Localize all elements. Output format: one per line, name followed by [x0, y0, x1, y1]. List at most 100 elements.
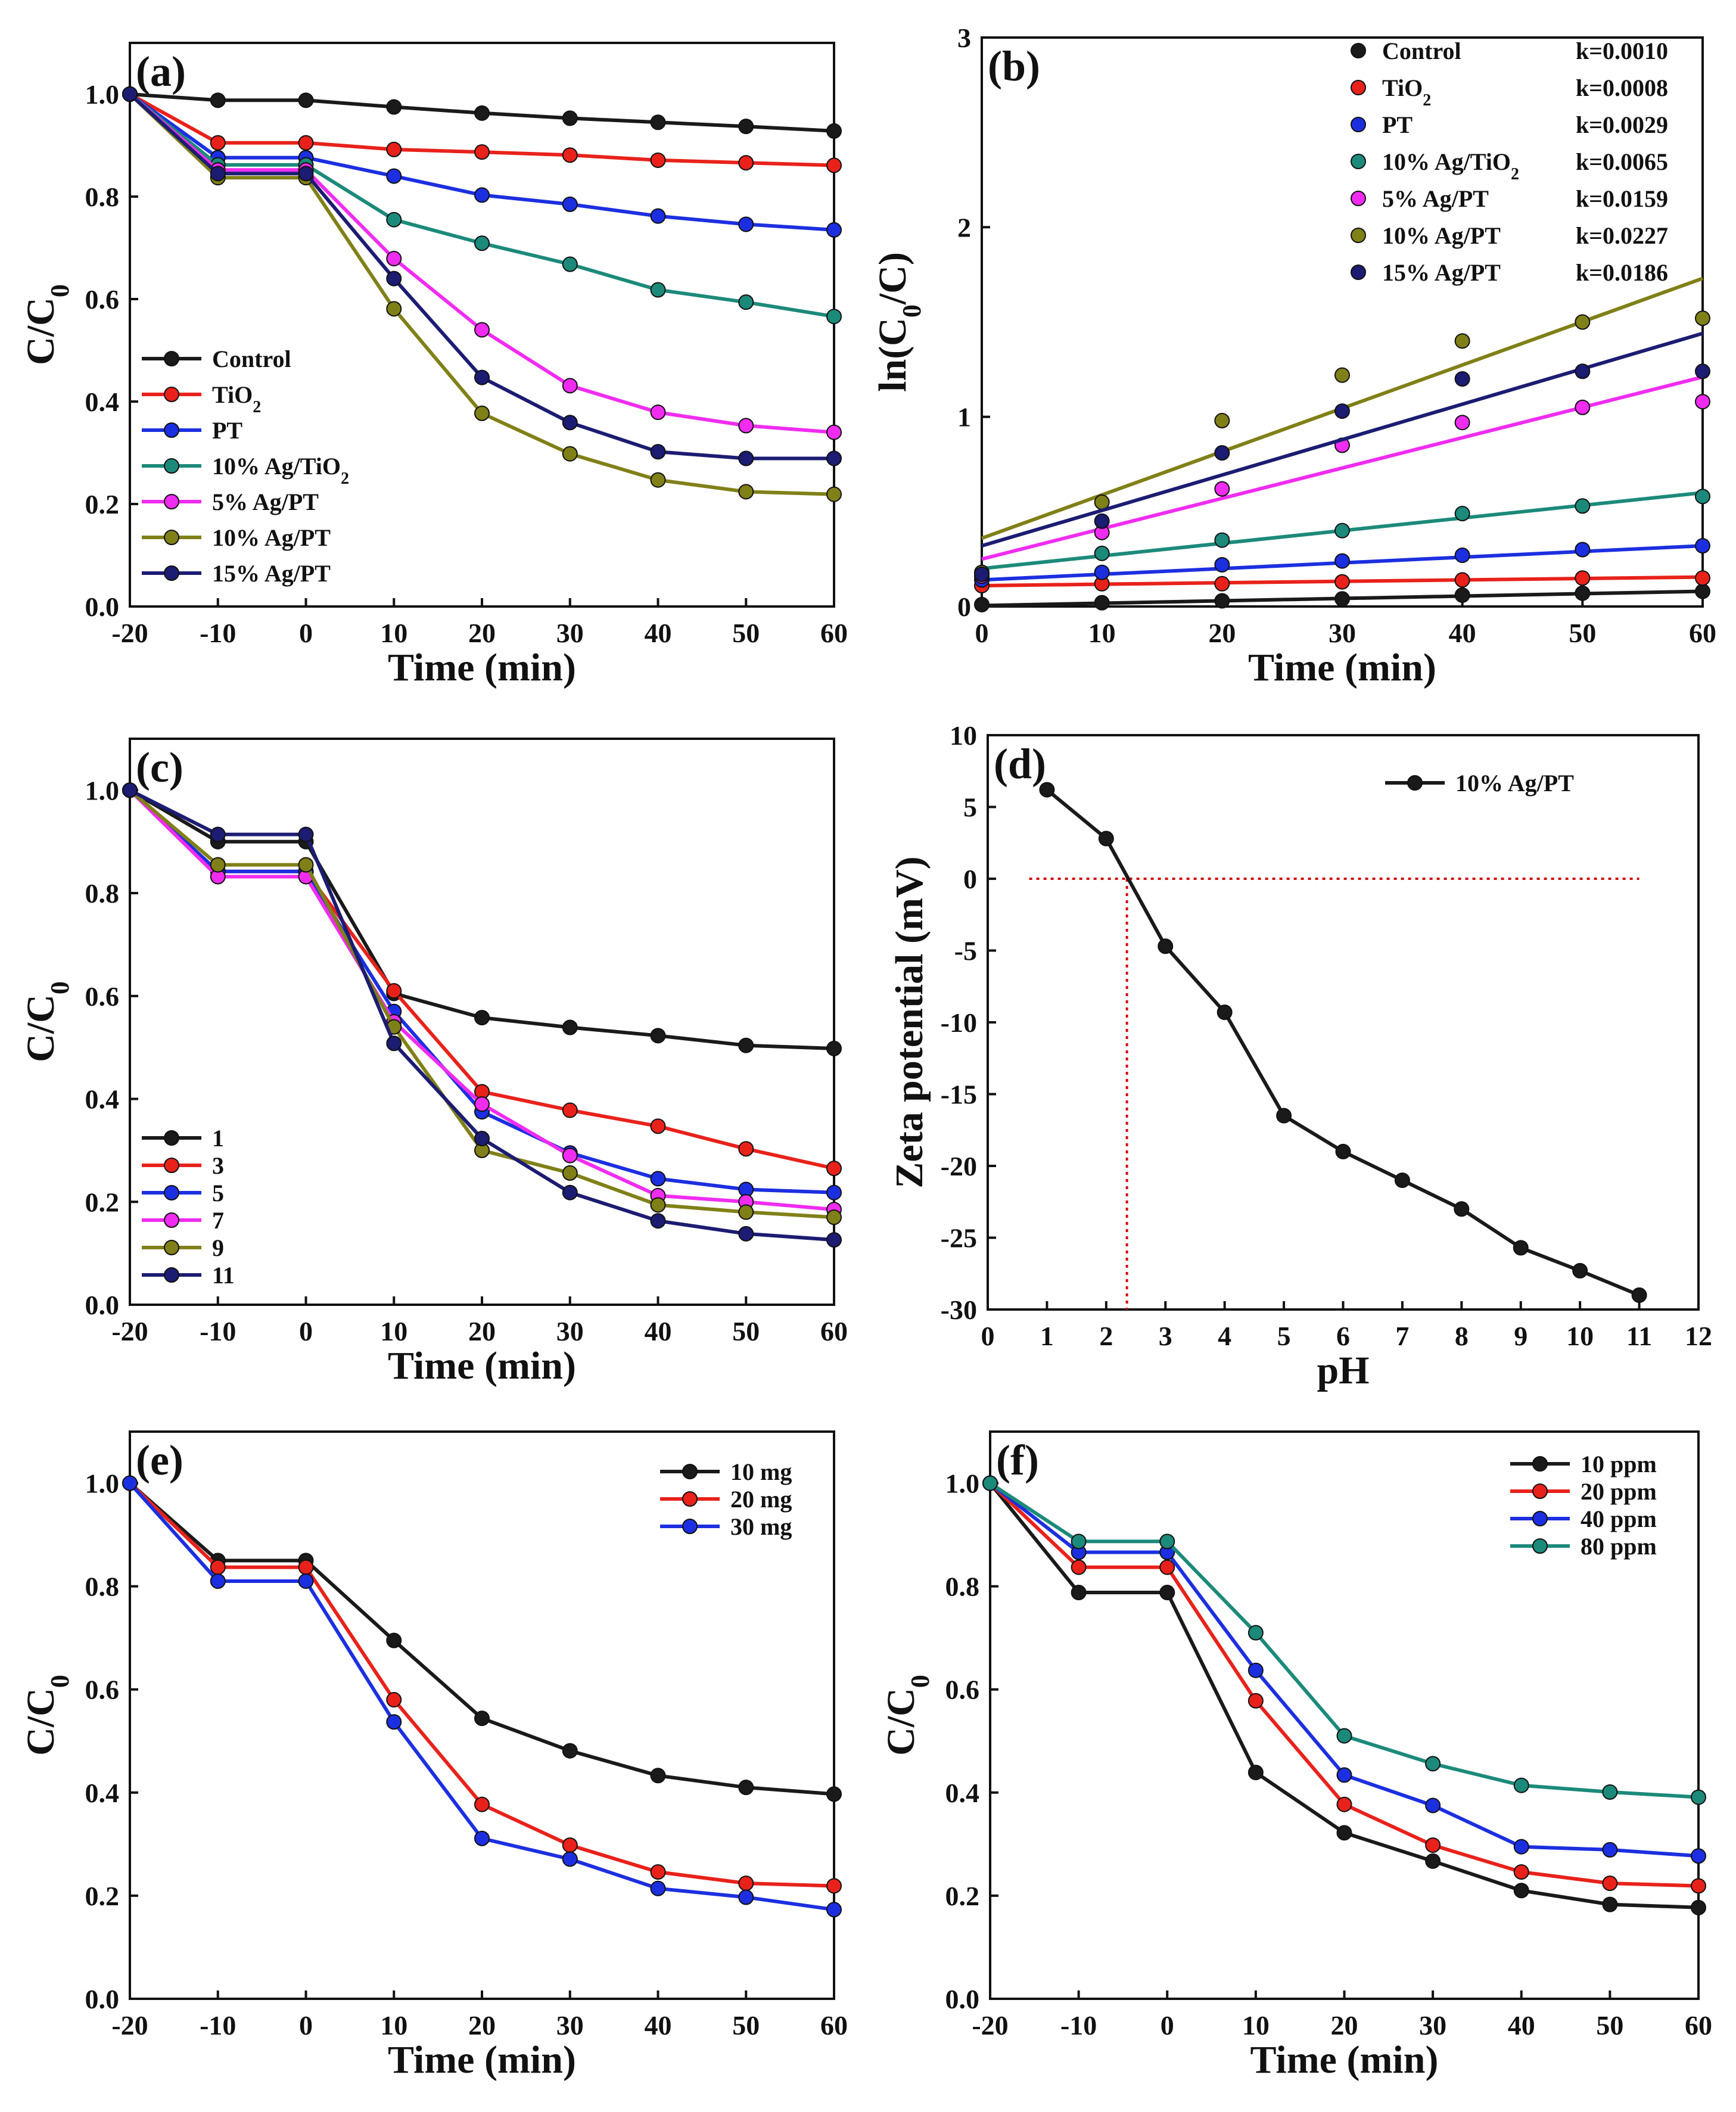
y-tick-label: 1.0	[945, 1469, 980, 1499]
data-point	[122, 782, 138, 798]
legend-label: PT	[212, 417, 242, 444]
data-point	[210, 166, 226, 182]
data-point	[1513, 1777, 1529, 1793]
data-point	[474, 1830, 490, 1846]
y-tick-label: 0.8	[85, 182, 120, 212]
x-axis-title: Time (min)	[1248, 646, 1436, 689]
data-point	[562, 1743, 578, 1759]
data-point	[474, 369, 490, 385]
legend-marker	[164, 387, 179, 402]
x-tick-label: -20	[111, 2010, 148, 2041]
series-1	[982, 1475, 1706, 1894]
panel-label: (d)	[994, 740, 1046, 788]
x-tick-label: 10	[1566, 1321, 1594, 1351]
legend-marker	[1532, 1483, 1548, 1499]
y-tick-label: 0.0	[85, 592, 120, 622]
x-tick-label: 50	[1569, 618, 1596, 648]
y-tick-label: 3	[957, 23, 971, 53]
data-point	[650, 152, 666, 168]
chart-panel-f: -20 -10 0 10 20 30 40 50 60 0.0 0.2 0.4 0.6 0.8 1.0 Tim…	[879, 1430, 1712, 2082]
legend-marker	[1351, 80, 1366, 95]
x-tick-label: 60	[820, 1316, 848, 1346]
x-tick-label: 50	[1596, 2010, 1623, 2041]
data-point	[1094, 595, 1110, 611]
y-tick-label: 0	[963, 864, 977, 894]
data-point	[1247, 1693, 1264, 1709]
x-tick-label: 20	[1331, 2010, 1358, 2041]
series-3	[974, 489, 1710, 584]
data-point	[386, 1692, 402, 1708]
y-tick-label: -30	[941, 1295, 977, 1325]
legend-rate-constant: k=0.0010	[1576, 38, 1668, 64]
y-axis-title: C/C0	[879, 1675, 935, 1756]
data-point	[826, 1161, 842, 1177]
data-point	[386, 211, 402, 228]
x-tick-label: 30	[556, 618, 584, 648]
data-point	[650, 405, 666, 421]
x-tick-label: 60	[820, 2010, 848, 2041]
legend-rate-constant: k=0.0186	[1576, 259, 1668, 286]
data-point	[1214, 481, 1230, 497]
data-point	[386, 99, 402, 115]
x-tick-label: 0	[975, 618, 989, 648]
data-point	[1039, 782, 1055, 798]
y-tick-label: 1.0	[85, 775, 120, 805]
data-point	[474, 1096, 490, 1112]
data-point	[738, 1780, 754, 1796]
x-tick-label: 10	[380, 618, 407, 648]
panel-label: (e)	[136, 1436, 183, 1484]
y-tick-label: 0.0	[85, 1290, 120, 1320]
y-tick-label: 0.6	[945, 1675, 980, 1705]
data-point	[562, 1837, 578, 1853]
data-point	[1159, 1534, 1175, 1550]
data-point	[1158, 938, 1174, 954]
data-point	[122, 1475, 138, 1491]
data-point	[650, 1118, 666, 1134]
data-point	[1336, 1728, 1352, 1744]
y-tick-label: 0.2	[85, 1881, 120, 1911]
legend-label: 7	[212, 1207, 224, 1234]
data-point	[650, 1864, 666, 1880]
x-tick-label: 60	[1685, 2010, 1712, 2041]
data-point	[1425, 1756, 1441, 1772]
data-point	[1098, 831, 1114, 847]
data-point	[1454, 415, 1470, 431]
legend-label: 10% Ag/TiO2​	[1382, 148, 1519, 183]
legend-marker	[1532, 1456, 1548, 1472]
x-tick-label: 30	[1329, 618, 1356, 648]
data-point	[1094, 545, 1110, 561]
y-tick-label: 0.4	[945, 1778, 980, 1808]
y-tick-label: 0.2	[85, 489, 120, 520]
legend-marker	[1351, 265, 1366, 280]
legend-label: 15% Ag/PT	[1382, 259, 1501, 286]
legend-rate-constant: k=0.0227	[1576, 222, 1668, 249]
data-point	[474, 1710, 490, 1727]
x-tick-label: 40	[645, 618, 672, 648]
data-point	[298, 1573, 314, 1589]
data-point	[738, 450, 754, 466]
data-point	[1214, 532, 1230, 548]
x-tick-label: 60	[1689, 618, 1716, 648]
legend-marker	[164, 1130, 179, 1146]
legend-label: 10% Ag/TiO2​	[212, 453, 349, 488]
data-point	[1454, 572, 1470, 588]
legend: 10% Ag/PT	[1385, 770, 1574, 797]
data-point	[562, 1019, 578, 1035]
y-tick-label: 0.4	[85, 1084, 120, 1115]
data-point	[1513, 1864, 1529, 1880]
y-axis-title: C/C0	[19, 981, 74, 1062]
legend-label: 10 mg	[730, 1458, 792, 1485]
x-tick-label: 20	[468, 1316, 496, 1346]
x-tick-label: 30	[556, 2010, 584, 2041]
y-axis-title: ln(C0/C)	[871, 252, 926, 392]
data-point	[386, 168, 402, 184]
panel-label: (f)	[996, 1436, 1039, 1484]
data-point	[562, 196, 578, 212]
y-tick-label: 0.6	[85, 1675, 120, 1705]
data-point	[738, 418, 754, 434]
data-point	[1214, 556, 1230, 573]
data-point	[562, 1165, 578, 1181]
legend-marker	[164, 422, 179, 438]
legend-label: 10% Ag/PT	[1382, 222, 1501, 249]
